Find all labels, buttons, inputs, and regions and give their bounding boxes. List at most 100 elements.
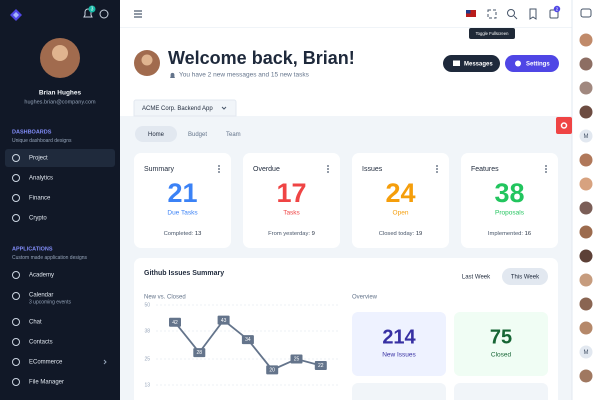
nav-label: Analytics [29, 176, 53, 182]
search-icon[interactable] [507, 9, 515, 17]
messages-button[interactable] [443, 55, 500, 72]
nav-caption: 3 upcoming events [29, 299, 71, 305]
card-menu-dot [436, 168, 438, 170]
settings-button[interactable] [505, 55, 559, 72]
nav-icon [12, 378, 20, 386]
point-label-bg [290, 354, 303, 364]
contact-avatar[interactable] [579, 129, 593, 143]
contact-avatar[interactable] [579, 57, 593, 71]
tile-label: New Issues [382, 352, 416, 359]
topbar [120, 0, 572, 28]
nav-label: File Manager [29, 380, 64, 386]
nav-label: Contacts [29, 340, 53, 346]
overview-tile [352, 383, 446, 400]
contact-avatar[interactable] [579, 345, 593, 359]
tab[interactable]: Home [148, 132, 165, 138]
card-title: Summary [144, 166, 174, 173]
chart-title: New vs. Closed [144, 295, 186, 301]
card-footer-value: 19 [416, 231, 422, 237]
section-title: APPLICATIONS [12, 246, 53, 252]
subtitle-bell [170, 72, 175, 78]
contact-avatar[interactable] [579, 33, 593, 47]
card-value: 17 [276, 178, 306, 208]
card-footer: Implemented: 16 [488, 231, 531, 237]
github-card [134, 258, 558, 400]
search-icon-handle [513, 15, 518, 20]
contact-avatar[interactable] [579, 249, 593, 263]
nav-icon [12, 154, 20, 162]
overview-tile [454, 383, 548, 400]
menu-icon[interactable] [134, 10, 142, 18]
nav-item[interactable] [5, 313, 115, 331]
nav-item[interactable] [5, 209, 115, 227]
card-footer-label: Closed today: [379, 231, 415, 237]
nav-item[interactable] [5, 189, 115, 207]
user-icon[interactable] [99, 9, 109, 19]
card-label: Due Tasks [167, 210, 198, 217]
nav-item[interactable] [5, 266, 115, 284]
fullscreen-icon[interactable] [487, 9, 497, 19]
contact-avatar[interactable] [579, 321, 593, 335]
greeting: Welcome back, Brian! [168, 48, 355, 68]
nav-item[interactable] [5, 333, 115, 351]
github-title: Github Issues Summary [144, 270, 224, 277]
point-label: 22 [318, 363, 324, 369]
settings-icon [515, 60, 521, 67]
tab[interactable]: Team [226, 132, 241, 138]
nav-icon [12, 292, 20, 300]
settings-label: Settings [526, 62, 550, 68]
nav-icon [12, 194, 20, 202]
contact-avatar[interactable] [579, 105, 593, 119]
card-value: 38 [494, 178, 524, 208]
point-label-bg [314, 361, 327, 371]
card-value: 24 [385, 178, 415, 208]
project-name: ACME Corp. Backend App [142, 106, 213, 112]
toggle-active [502, 268, 548, 285]
contact-avatar[interactable] [579, 81, 593, 95]
chat-icon[interactable] [580, 8, 592, 18]
contact-avatar[interactable] [579, 297, 593, 311]
toggle-option[interactable]: Last Week [462, 275, 491, 281]
nav-label: ECommerce [29, 360, 63, 366]
card-menu-dot [545, 168, 547, 170]
card-label: Open [393, 210, 409, 217]
flag-canton [466, 10, 471, 14]
contact-avatar[interactable] [579, 273, 593, 287]
nav-label: Chat [29, 320, 42, 326]
stat-card [243, 153, 340, 248]
toggle-option[interactable]: This Week [511, 275, 540, 281]
card-title: Overdue [253, 166, 280, 173]
point-label-bg [266, 365, 279, 375]
contact-avatar[interactable] [579, 153, 593, 167]
user-name: Brian Hughes [39, 90, 82, 97]
tab[interactable]: Budget [188, 132, 207, 138]
bookmark-icon[interactable] [529, 8, 537, 20]
section-subtitle: Unique dashboard designs [12, 138, 72, 144]
card-menu-dot [436, 171, 438, 173]
card-footer-label: Implemented: [488, 231, 524, 237]
tile-value: 214 [382, 326, 416, 348]
contact-avatar[interactable] [579, 201, 593, 215]
section-title: DASHBOARDS [12, 129, 52, 135]
project-tab[interactable] [133, 99, 237, 117]
contact-avatar[interactable] [579, 369, 593, 383]
settings-fab[interactable] [556, 117, 572, 134]
nav-icon [12, 358, 20, 366]
nav-label: Project [29, 156, 48, 162]
header-subtitle: You have 2 new messages and 15 new tasks [179, 72, 310, 79]
contact-avatar[interactable] [579, 225, 593, 239]
overview-tile [352, 312, 446, 376]
point-label: 34 [245, 337, 251, 343]
y-tick-label: 38 [144, 328, 150, 334]
card-footer-value: 16 [525, 231, 531, 237]
point-label: 28 [197, 350, 203, 356]
logo-inner [13, 12, 19, 18]
card-menu-dot [436, 165, 438, 167]
nav-item[interactable] [5, 169, 115, 187]
contact-avatar[interactable] [579, 177, 593, 191]
flag-icon[interactable] [466, 10, 476, 17]
nav-label: Academy [29, 273, 54, 279]
tile-label: Closed [491, 352, 512, 359]
nav-item[interactable] [5, 149, 115, 167]
card-menu-dot [327, 168, 329, 170]
